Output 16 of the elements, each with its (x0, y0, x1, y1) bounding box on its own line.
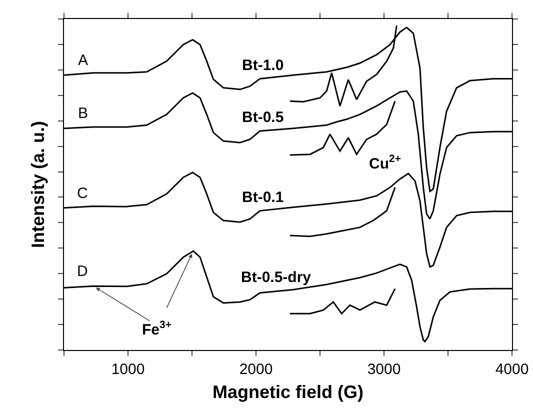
annotation: D (77, 263, 88, 280)
x-tick-label: 2000 (239, 361, 273, 378)
x-tick-label: 3000 (367, 361, 401, 378)
annotation: B (78, 105, 88, 122)
annotation: Bt-0.5 (242, 109, 284, 126)
annotation: C (77, 185, 88, 202)
annotation: Cu$^{2+}$ (369, 153, 401, 172)
annotation: Bt-1.0 (242, 57, 284, 74)
x-tick-label: 4000 (495, 361, 529, 378)
x-axis-title: Magnetic field (G) (212, 382, 364, 402)
annotation: A (78, 52, 88, 69)
annotation: Bt-0.5-dry (241, 269, 312, 286)
y-axis-title: Intensity (a. u.) (28, 120, 48, 248)
x-tick-label: 1000 (111, 361, 145, 378)
annotation: Bt-0.1 (242, 189, 284, 206)
annotation: Fe$^{3+}$ (142, 319, 172, 338)
